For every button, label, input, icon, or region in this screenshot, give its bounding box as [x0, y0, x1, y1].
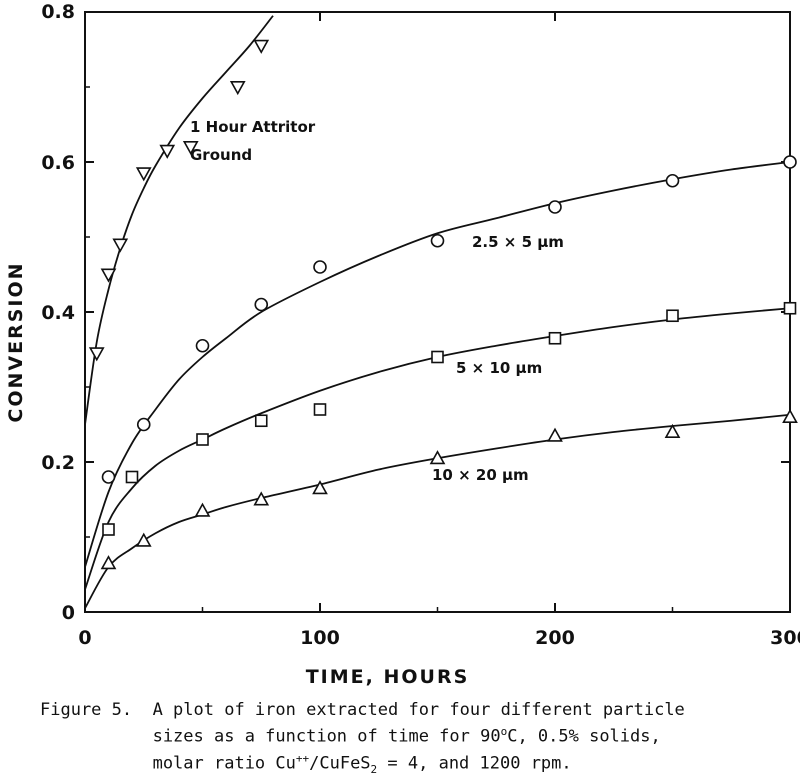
triangle-up-marker — [194, 502, 211, 517]
square-marker — [313, 403, 327, 416]
caption-text: /CuFeS — [309, 753, 371, 774]
triangle-up-marker — [429, 450, 446, 465]
y-tick-label: 0.4 — [41, 302, 75, 324]
data-markers — [88, 39, 798, 570]
chart: 0 100 200 300 0 0.2 0.4 0.6 0.8 TIME, HOURS CONVE… — [5, 1, 800, 688]
triangle-up-marker — [100, 555, 117, 570]
circle-marker — [783, 155, 797, 169]
label-2-5x5: 2.5 × 5 μm — [472, 233, 564, 251]
triangle-down-marker — [88, 347, 105, 362]
circle-marker — [665, 173, 680, 188]
caption-text: C, 0.5% solids, — [507, 726, 661, 747]
y-tick-label: 0.8 — [41, 1, 75, 23]
square-marker — [102, 523, 115, 536]
square-marker — [548, 331, 562, 345]
y-tick-label: 0.6 — [41, 152, 75, 174]
label-5x10: 5 × 10 μm — [456, 359, 542, 377]
square-marker — [196, 433, 209, 446]
caption-text: = 4, and 1200 rpm. — [377, 753, 572, 774]
curve-10-20-m — [84, 413, 791, 609]
triangle-down-marker — [159, 144, 176, 159]
circle-marker — [548, 200, 562, 214]
caption-text: molar ratio Cu — [40, 753, 296, 774]
caption-line-1: Figure 5. A plot of iron extracted for f… — [40, 700, 795, 721]
label-10x20: 10 × 20 μm — [432, 466, 529, 484]
label-ground: Ground — [190, 146, 252, 164]
caption-line-3: molar ratio Cu++/CuFeS2 = 4, and 1200 rp… — [40, 748, 795, 780]
x-tick-label: 300 — [770, 627, 800, 649]
triangle-up-marker — [253, 491, 270, 506]
triangle-down-marker — [253, 39, 270, 54]
triangle-up-marker — [547, 427, 563, 442]
caption-line-2: sizes as a function of time for 90oC, 0.… — [40, 721, 795, 748]
labels: TIME, HOURS CONVERSION 1 Hour Attritor Grou… — [5, 118, 564, 688]
y-axis-title: CONVERSION — [5, 261, 27, 422]
square-marker — [431, 350, 444, 364]
triangle-up-marker — [135, 532, 152, 547]
caption-subscript: 2 — [370, 762, 378, 776]
caption-text: Figure 5. A plot of iron extracted for f… — [40, 700, 685, 720]
curve-1-hour-attritor-ground — [84, 15, 274, 425]
triangle-down-marker — [100, 268, 117, 283]
y-tick-label: 0.2 — [41, 452, 75, 474]
axes: 0 100 200 300 0 0.2 0.4 0.6 0.8 — [41, 1, 800, 649]
figure-caption: Figure 5. A plot of iron extracted for f… — [40, 700, 795, 780]
caption-text: sizes as a function of time for 90 — [40, 726, 501, 747]
triangle-up-marker — [782, 408, 798, 424]
triangle-down-marker — [135, 167, 152, 182]
square-marker — [783, 301, 797, 315]
fit-curves — [84, 15, 791, 609]
curve-2-5-5-m — [84, 161, 791, 568]
circle-marker — [195, 338, 210, 353]
square-marker — [254, 414, 268, 428]
x-tick-label: 100 — [300, 627, 340, 649]
caption-superscript: ++ — [295, 751, 310, 765]
curve-5-10-m — [84, 307, 791, 590]
x-tick-label: 200 — [535, 627, 575, 649]
x-axis-title: TIME, HOURS — [306, 666, 470, 688]
plot-frame — [84, 11, 791, 613]
label-1-hour-attritor: 1 Hour Attritor — [190, 118, 316, 136]
circle-marker — [254, 297, 269, 312]
y-tick-label: 0 — [62, 602, 75, 624]
triangle-down-marker — [229, 81, 246, 96]
triangle-up-marker — [312, 480, 328, 495]
circle-marker — [101, 470, 116, 484]
circle-marker — [136, 417, 151, 432]
circle-marker — [430, 233, 445, 248]
triangle-down-marker — [182, 141, 199, 156]
caption-superscript: o — [500, 725, 508, 738]
square-marker — [125, 470, 139, 484]
x-tick-label: 0 — [78, 627, 91, 649]
triangle-down-marker — [112, 238, 129, 253]
circle-marker — [313, 260, 327, 274]
triangle-up-marker — [664, 423, 681, 439]
square-marker — [666, 309, 679, 323]
